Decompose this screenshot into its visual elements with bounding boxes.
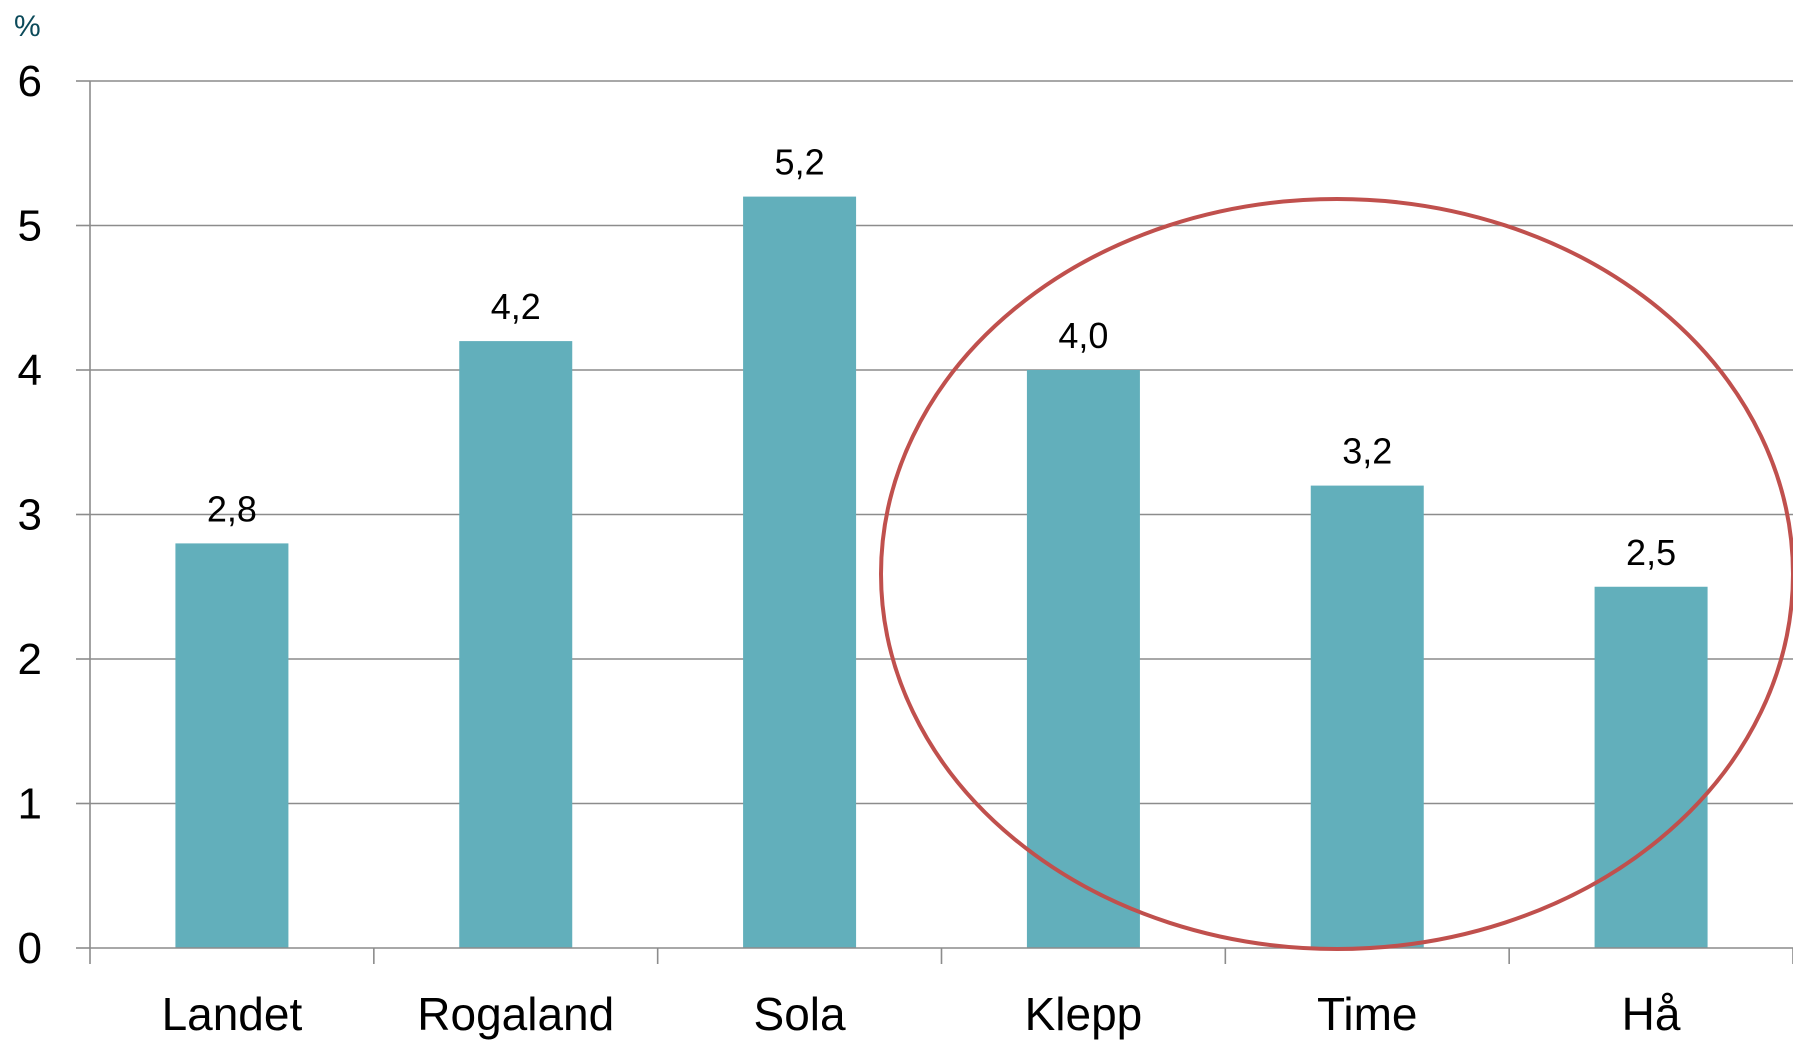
data-label: 2,8 [207,488,257,529]
bar-klepp [1026,370,1140,948]
data-label: 4,0 [1058,315,1108,356]
highlight-ellipse [879,197,1793,951]
data-label: 3,2 [1342,431,1392,472]
gridlines [90,80,1793,805]
y-tick-labels: 0 1 2 3 4 5 6 [18,57,42,973]
y-tick-label: 2 [18,635,42,684]
y-tick-label: 4 [18,346,42,395]
data-label: 5,2 [775,142,825,183]
bar-rogaland [459,341,573,949]
y-tick-label: 5 [18,202,42,251]
bar-sola [743,196,857,949]
data-label: 4,2 [491,286,541,327]
x-tick-label: Hå [1622,988,1681,1040]
axes [76,80,1793,964]
x-tick-label: Time [1317,988,1418,1040]
x-tick-label: Landet [162,988,303,1040]
data-labels: 2,8 4,2 5,2 4,0 3,2 2,5 [207,142,1676,573]
bar-hå [1594,586,1708,948]
y-tick-label: 6 [18,57,42,106]
y-tick-label: 1 [18,780,42,829]
y-tick-label: 3 [18,491,42,540]
y-tick-label: 0 [18,924,42,973]
bar-landet [175,543,289,948]
x-tick-label: Rogaland [417,988,614,1040]
bar-time [1310,485,1424,948]
x-tick-label: Sola [754,988,846,1040]
y-unit-label: % [14,10,41,43]
bars [175,196,1708,949]
x-tick-label: Klepp [1025,988,1143,1040]
data-label: 2,5 [1626,532,1676,573]
x-tick-labels: Landet Rogaland Sola Klepp Time Hå [162,988,1681,1040]
